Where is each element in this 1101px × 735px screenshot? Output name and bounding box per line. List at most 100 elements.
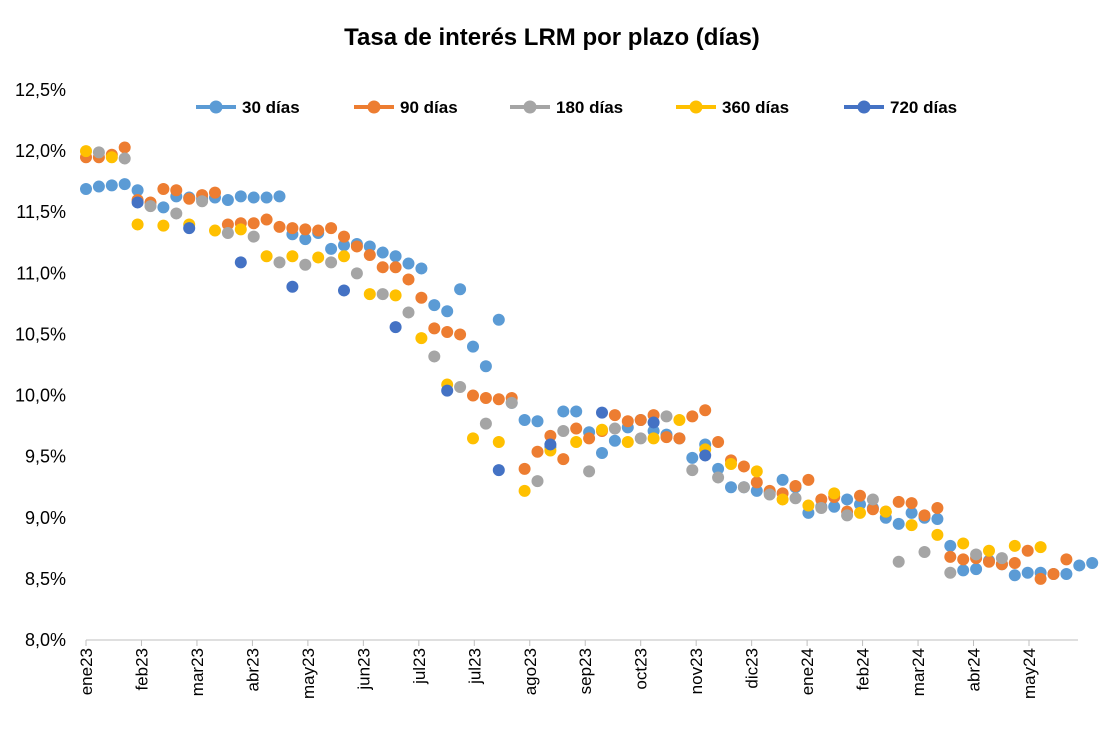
data-point	[118, 152, 131, 165]
data-point	[415, 291, 428, 304]
y-tick-label: 11,5%	[16, 202, 66, 222]
data-point	[260, 213, 273, 226]
data-point	[492, 464, 505, 477]
data-point	[557, 425, 570, 437]
legend-label: 720 días	[890, 98, 957, 117]
data-point	[1086, 557, 1099, 569]
data-point	[789, 492, 802, 505]
data-point	[286, 222, 299, 235]
data-point	[634, 432, 647, 445]
data-point	[957, 553, 970, 566]
data-point	[673, 414, 686, 426]
data-point	[415, 332, 428, 345]
data-point	[286, 280, 299, 293]
data-point	[905, 519, 918, 532]
data-point	[789, 480, 802, 492]
data-point	[325, 242, 338, 255]
series-3	[80, 145, 1047, 557]
x-tick-label: jul23	[410, 648, 429, 685]
data-point	[376, 288, 389, 301]
data-point	[725, 458, 737, 470]
data-point	[221, 218, 234, 231]
data-point	[518, 462, 531, 475]
data-point	[221, 194, 234, 206]
x-tick-label: jun23	[354, 648, 373, 691]
data-point	[247, 191, 260, 204]
data-point	[234, 256, 247, 269]
data-point	[157, 219, 170, 232]
data-point	[699, 404, 712, 417]
data-point	[583, 432, 596, 445]
legend-item: 30 días	[196, 98, 300, 117]
data-point	[492, 313, 505, 326]
x-axis: ene23 feb23 mar23 abr23 may23 jun23 jul23 jul23…	[77, 640, 1039, 699]
data-point	[918, 509, 931, 522]
data-point	[750, 465, 763, 478]
data-point	[660, 431, 673, 444]
data-point	[608, 409, 621, 422]
data-point	[1008, 557, 1021, 569]
data-point	[931, 502, 944, 514]
data-point	[531, 445, 544, 458]
data-point	[957, 537, 970, 550]
x-tick-label: feb24	[854, 648, 873, 691]
data-point	[634, 414, 647, 426]
data-point	[338, 284, 350, 297]
chart-title: Tasa de interés LRM por plazo (días)	[344, 24, 760, 51]
data-point	[776, 473, 789, 486]
data-point	[247, 230, 260, 243]
x-tick-label: mar23	[188, 648, 207, 696]
data-point	[441, 326, 454, 338]
data-point	[608, 422, 621, 435]
data-point	[92, 180, 105, 193]
data-point	[428, 299, 441, 312]
data-point	[557, 453, 570, 466]
data-point	[467, 432, 479, 445]
data-point	[596, 423, 608, 436]
data-point	[995, 552, 1008, 565]
data-point	[415, 262, 428, 275]
data-point	[338, 230, 350, 243]
data-point	[854, 498, 866, 511]
data-point	[209, 186, 221, 199]
data-point	[957, 564, 970, 577]
data-point	[363, 240, 376, 253]
data-point	[144, 200, 157, 213]
data-point	[983, 555, 995, 568]
data-point	[467, 340, 479, 353]
data-point	[312, 251, 325, 264]
data-point	[905, 506, 918, 519]
data-point	[802, 473, 815, 486]
data-point	[1021, 566, 1034, 579]
data-point	[892, 555, 905, 568]
data-point	[363, 288, 376, 301]
data-point	[402, 306, 415, 319]
data-point	[325, 256, 338, 269]
data-point	[931, 513, 944, 525]
data-point	[815, 502, 828, 514]
data-point	[531, 475, 544, 488]
data-point	[931, 528, 944, 541]
data-point	[428, 350, 441, 363]
data-point	[1034, 572, 1047, 585]
data-point	[776, 493, 789, 506]
legend: 30 días 90 días 180 días 360 días 720 días	[196, 98, 957, 117]
data-point	[247, 217, 260, 230]
x-tick-label: mar24	[909, 648, 928, 696]
y-tick-label: 10,0%	[15, 386, 66, 406]
y-tick-label: 12,5%	[15, 80, 66, 100]
data-point	[105, 179, 118, 192]
legend-marker	[857, 100, 871, 114]
data-point	[389, 321, 402, 334]
data-point	[866, 493, 879, 506]
data-point	[544, 438, 557, 451]
data-point	[118, 178, 131, 191]
data-point	[454, 283, 467, 296]
data-point	[1060, 568, 1073, 580]
data-point	[234, 223, 247, 236]
data-point	[492, 393, 505, 406]
data-point	[944, 566, 957, 579]
data-point	[686, 464, 699, 477]
data-point	[596, 447, 608, 459]
legend-label: 180 días	[556, 98, 623, 117]
